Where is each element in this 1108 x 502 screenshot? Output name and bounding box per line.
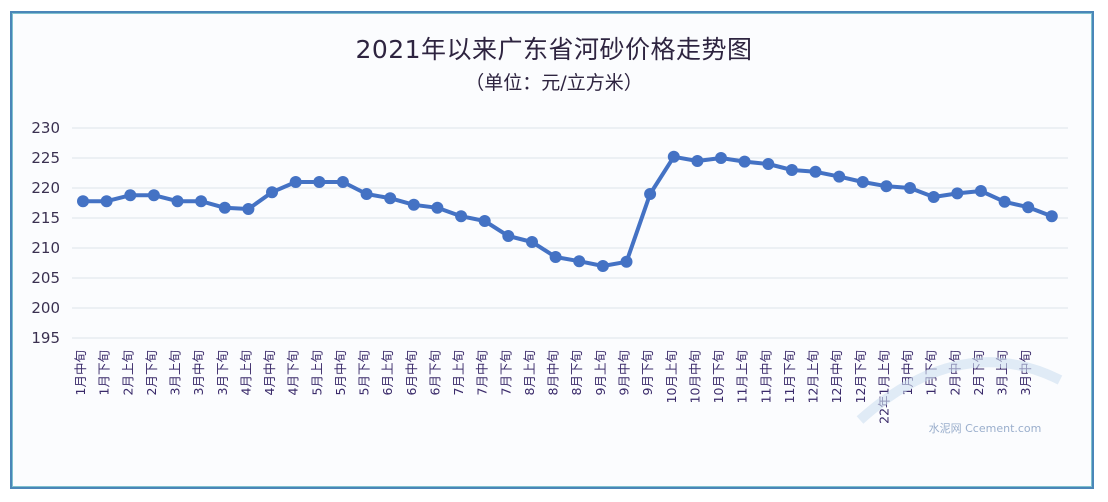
y-tick-label: 195 xyxy=(31,329,60,347)
data-point xyxy=(431,201,444,214)
x-tick-label: 4月中旬 xyxy=(262,350,277,395)
x-tick-label: 11月中旬 xyxy=(758,350,773,403)
x-axis-labels: 1月中旬 1月下旬 2月上旬 2月下旬 3月上旬 3月中旬 3月下旬 4月上旬 4月中旬 4月下旬… xyxy=(73,350,1033,424)
data-point xyxy=(809,165,822,178)
data-point xyxy=(526,236,538,248)
x-tick-label: 9月中旬 xyxy=(616,350,631,395)
x-tick-label: 9月下旬 xyxy=(640,350,655,395)
x-tick-label: 9月上旬 xyxy=(593,350,608,395)
x-tick-label: 12月上旬 xyxy=(806,350,821,403)
x-tick-label: 11月上旬 xyxy=(735,350,750,403)
data-point xyxy=(124,189,137,202)
x-tick-label: 7月下旬 xyxy=(498,350,513,395)
x-tick-label: 22年1月上旬 xyxy=(876,350,891,424)
data-point xyxy=(171,195,184,208)
y-tick-label: 230 xyxy=(31,119,60,137)
x-tick-label: 2月下旬 xyxy=(144,350,159,395)
data-point xyxy=(1045,210,1058,223)
x-tick-label: 1月中旬 xyxy=(73,350,88,395)
data-point xyxy=(927,191,940,203)
data-point xyxy=(313,176,326,188)
data-point xyxy=(904,182,916,194)
data-point xyxy=(77,195,89,208)
data-point xyxy=(573,255,586,268)
x-tick-label: 2月上旬 xyxy=(120,350,135,395)
data-point xyxy=(336,176,349,188)
x-tick-label: 8月上旬 xyxy=(522,350,537,395)
data-point xyxy=(384,192,397,205)
data-point xyxy=(974,185,987,197)
data-point xyxy=(407,198,420,211)
y-tick-label: 215 xyxy=(31,209,60,227)
data-point xyxy=(667,150,680,163)
x-tick-label: 6月下旬 xyxy=(427,350,442,395)
x-tick-label: 5月中旬 xyxy=(333,350,348,395)
data-point xyxy=(266,186,278,199)
data-point xyxy=(360,188,373,200)
x-tick-label: 8月下旬 xyxy=(569,350,584,395)
data-point xyxy=(596,260,609,272)
x-tick-label: 6月上旬 xyxy=(380,350,395,395)
x-tick-label: 3月中旬 xyxy=(191,350,206,395)
x-tick-label: 7月中旬 xyxy=(475,350,490,395)
data-point xyxy=(549,251,562,263)
x-tick-label: 3月上旬 xyxy=(168,350,183,395)
x-tick-label: 8月中旬 xyxy=(546,350,561,395)
data-point xyxy=(620,255,633,268)
x-tick-label: 4月上旬 xyxy=(238,350,253,395)
x-tick-label: 3月上旬 xyxy=(995,350,1010,395)
data-point-markers xyxy=(77,150,1058,272)
y-tick-label: 200 xyxy=(31,299,60,317)
y-tick-label: 225 xyxy=(31,149,60,167)
chart-subtitle: （单位：元/立方米） xyxy=(465,72,643,94)
data-point xyxy=(195,195,208,208)
data-point xyxy=(951,187,964,200)
data-point xyxy=(644,188,657,200)
x-tick-label: 4月下旬 xyxy=(286,350,301,395)
data-point xyxy=(100,195,113,208)
x-tick-label: 2月下旬 xyxy=(971,350,986,395)
data-point xyxy=(218,201,231,214)
x-tick-label: 5月上旬 xyxy=(309,350,324,395)
y-tick-label: 210 xyxy=(31,239,60,257)
x-tick-label: 12月下旬 xyxy=(853,350,868,403)
x-tick-label: 10月下旬 xyxy=(711,350,726,403)
data-point xyxy=(785,164,798,176)
data-point xyxy=(880,180,893,193)
y-axis-labels: 195 200 205 210 215 220 225 230 xyxy=(31,119,60,347)
data-point xyxy=(455,210,468,223)
x-tick-label: 11月下旬 xyxy=(782,350,797,403)
data-point xyxy=(242,203,255,215)
x-tick-label: 6月中旬 xyxy=(404,350,419,395)
x-tick-label: 1月下旬 xyxy=(97,350,112,395)
data-point xyxy=(691,155,704,167)
data-point xyxy=(147,189,160,202)
chart-frame xyxy=(10,11,1094,489)
data-point xyxy=(856,176,869,188)
data-point xyxy=(762,158,775,170)
x-tick-label: 10月上旬 xyxy=(664,350,679,403)
data-point xyxy=(1022,201,1035,214)
data-point xyxy=(738,155,751,168)
x-tick-label: 10月中旬 xyxy=(687,350,702,403)
watermark: 水泥网 Ccement.com xyxy=(856,357,1063,435)
data-point xyxy=(478,215,491,227)
y-tick-label: 220 xyxy=(31,179,60,197)
data-point xyxy=(715,152,727,164)
x-tick-label: 3月下旬 xyxy=(215,350,230,395)
y-tick-label: 205 xyxy=(31,269,60,287)
data-point xyxy=(289,176,302,188)
svg-text:水泥网 Ccement.com: 水泥网 Ccement.com xyxy=(929,422,1042,435)
data-point xyxy=(998,195,1011,208)
data-point xyxy=(502,230,515,242)
x-tick-label: 5月下旬 xyxy=(357,350,372,395)
x-tick-label: 12月中旬 xyxy=(829,350,844,403)
chart-title: 2021年以来广东省河砂价格走势图 xyxy=(355,35,753,64)
x-tick-label: 7月上旬 xyxy=(451,350,466,395)
data-point xyxy=(833,170,846,183)
gridlines xyxy=(72,127,1068,339)
